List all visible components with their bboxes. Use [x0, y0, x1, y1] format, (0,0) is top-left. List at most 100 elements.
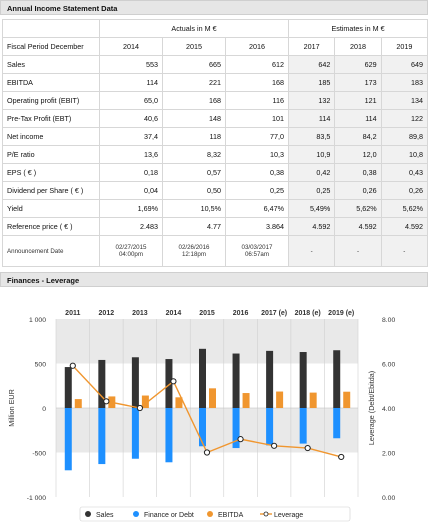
row-label: P/E ratio [2, 145, 100, 164]
table-row: P/E ratio 13,6 8,32 10,3 10,9 12,0 10,8 [2, 145, 429, 164]
ebitda-bar [309, 392, 317, 408]
table-row: EPS ( € ) 0,18 0,57 0,38 0,42 0,38 0,43 [2, 163, 429, 182]
table-cell: 642 [287, 55, 336, 74]
x-tick-label: 2013 [132, 310, 148, 317]
table-cell: 118 [162, 127, 226, 146]
announcement-row: Announcement Date 02/27/2015 04:00pm 02/26/… [2, 235, 429, 267]
year-header: 2017 [287, 37, 336, 56]
ebitda-bar [209, 388, 216, 408]
table-cell: 134 [380, 91, 429, 110]
ebitda-bar [276, 391, 284, 408]
y2-tick-label: 2.00 [382, 451, 395, 458]
y2-tick-label: 4.00 [382, 406, 395, 413]
leverage-point [170, 378, 177, 385]
ebitda-bar [175, 397, 183, 408]
finances-leverage-chart: 2011 2012 2013 2014 2015 2016 2017 (e) 2018 (e)… [0, 289, 430, 526]
table-cell: 5,62% [334, 199, 382, 218]
table-cell: 3.864 [225, 217, 289, 236]
table-cell: 132 [287, 91, 336, 110]
table-cell: 0,38 [334, 163, 382, 182]
ebitda-bar [141, 395, 149, 408]
table-cell: 0,25 [287, 181, 336, 200]
table-cell: 10,5% [162, 199, 226, 218]
table-cell: 13,6 [99, 145, 163, 164]
announcement-date: - [310, 247, 313, 255]
row-label: Dividend per Share ( € ) [2, 181, 100, 200]
legend-label: Sales [96, 512, 114, 519]
legend-label: Leverage [274, 512, 303, 519]
table-cell: 0,26 [334, 181, 382, 200]
table-row: EBITDA 114 221 168 185 173 183 [2, 73, 429, 92]
table-cell: 122 [380, 109, 429, 128]
table-cell: 173 [334, 73, 382, 92]
y-tick-label: -500 [32, 451, 46, 458]
ebitda-bar [74, 399, 82, 408]
table-cell: 37,4 [99, 127, 163, 146]
table-cell: 5,62% [380, 199, 429, 218]
table-cell: 1,69% [99, 199, 163, 218]
table-cell: 148 [162, 109, 226, 128]
table-cell: 89,8 [380, 127, 429, 146]
x-tick-label: 2015 [199, 310, 215, 317]
sales-bar [98, 359, 106, 408]
table-cell: 4.592 [287, 217, 336, 236]
debt-bar [333, 408, 341, 439]
table-cell: 84,2 [334, 127, 382, 146]
row-label: Sales [2, 55, 100, 74]
debt-bar [266, 408, 274, 446]
chart-legend [79, 506, 351, 522]
table-cell: 77,0 [225, 127, 289, 146]
row-label: EBITDA [2, 73, 100, 92]
leverage-point [271, 442, 278, 449]
leverage-point [338, 453, 345, 461]
y-axis-title: Million EUR [7, 389, 16, 427]
legend-swatch [85, 511, 91, 517]
table-cell: 183 [380, 73, 429, 92]
table-cell: 649 [380, 55, 429, 74]
sales-bar [266, 350, 274, 408]
table-cell: 629 [334, 55, 382, 74]
table-cell: 116 [225, 91, 289, 110]
year-header: 2015 [162, 37, 226, 56]
legend-swatch [133, 511, 139, 517]
table-row: Operating profit (EBIT) 65,0 168 116 132 121 1… [2, 91, 429, 110]
row-label: EPS ( € ) [2, 163, 100, 182]
table-cell: 221 [162, 73, 226, 92]
table-cell: 0,26 [380, 181, 429, 200]
table-cell: 4.77 [162, 217, 226, 236]
leverage-point [203, 449, 211, 456]
leverage-point [304, 444, 311, 452]
table-cell: 0,38 [225, 163, 289, 182]
table-cell: 10,9 [287, 145, 336, 164]
y2-tick-label: 6.00 [382, 362, 395, 369]
actuals-header: Actuals in M € [99, 19, 289, 38]
ebitda-bar [242, 393, 250, 408]
y-tick-label: 0 [42, 406, 46, 413]
legend-label: Finance or Debt [144, 512, 194, 519]
chart-band [56, 319, 358, 364]
leverage-point [103, 398, 110, 405]
x-tick-label: 2018 (e) [295, 310, 321, 317]
finances-leverage-title: Finances - Leverage [0, 272, 428, 287]
sales-bar [232, 353, 240, 408]
announcement-date: 03/03/2017 [241, 244, 273, 251]
legend-swatch [263, 511, 269, 517]
year-header: 2016 [225, 37, 289, 56]
table-row: Yield 1,69% 10,5% 6,47% 5,49% 5,62% 5,62% [2, 199, 429, 218]
y2-tick-label: 0.00 [382, 495, 395, 502]
table-cell: 0,42 [287, 163, 336, 182]
y-tick-label: -1 000 [27, 495, 46, 502]
row-label: Net income [2, 127, 100, 146]
sales-bar [131, 357, 139, 408]
table-cell: 168 [225, 73, 289, 92]
table-cell: 612 [225, 55, 289, 74]
announcement-time: 06:57am [244, 251, 270, 258]
leverage-point [69, 362, 76, 369]
table-cell: 101 [225, 109, 289, 128]
y2-tick-label: 8.00 [382, 317, 395, 324]
table-cell: 10,3 [225, 145, 289, 164]
table-cell: 114 [334, 109, 382, 128]
announcement-cell: 03/03/2017 06:57am [225, 235, 289, 267]
debt-bar [299, 408, 307, 444]
year-header: 2018 [334, 37, 382, 56]
